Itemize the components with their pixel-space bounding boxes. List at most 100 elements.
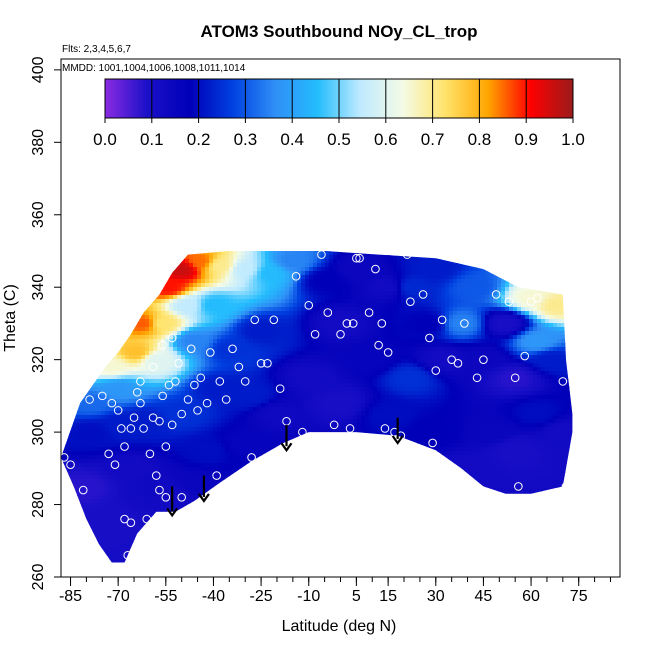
heatmap-cell — [241, 351, 246, 356]
heatmap-cell — [85, 439, 90, 444]
heatmap-cell — [141, 551, 146, 556]
heatmap-cell — [189, 319, 194, 324]
heatmap-cell — [301, 403, 306, 408]
heatmap-cell — [209, 347, 214, 352]
heatmap-cell — [165, 415, 170, 420]
heatmap-cell — [233, 503, 238, 508]
heatmap-cell — [125, 307, 130, 312]
heatmap-cell — [105, 351, 110, 356]
heatmap-cell — [181, 395, 186, 400]
heatmap-cell — [69, 511, 74, 516]
heatmap-cell — [173, 271, 178, 276]
heatmap-cell — [85, 311, 90, 316]
heatmap-cell — [177, 423, 182, 428]
heatmap-cell — [201, 367, 206, 372]
heatmap-cell — [81, 443, 86, 448]
heatmap-cell — [197, 547, 202, 552]
heatmap-cell — [69, 339, 74, 344]
heatmap-cell — [125, 391, 130, 396]
heatmap-cell — [101, 379, 106, 384]
heatmap-cell — [129, 523, 134, 528]
heatmap-cell — [81, 379, 86, 384]
heatmap-cell — [169, 331, 174, 336]
heatmap-cell — [149, 315, 154, 320]
heatmap-cell — [225, 335, 230, 340]
heatmap-cell — [157, 255, 162, 260]
heatmap-cell — [61, 331, 66, 336]
heatmap-cell — [285, 319, 290, 324]
heatmap-cell — [193, 511, 198, 516]
heatmap-cell — [141, 475, 146, 480]
heatmap-cell — [69, 435, 74, 440]
heatmap-cell — [77, 399, 82, 404]
heatmap-cell — [69, 275, 74, 280]
heatmap-cell — [177, 543, 182, 548]
heatmap-cell — [213, 283, 218, 288]
heatmap-cell — [129, 479, 134, 484]
heatmap-cell — [301, 259, 306, 264]
heatmap-cell — [129, 447, 134, 452]
heatmap-cell — [137, 283, 142, 288]
heatmap-cell — [197, 535, 202, 540]
heatmap-cell — [189, 347, 194, 352]
heatmap-cell — [241, 315, 246, 320]
heatmap-cell — [157, 507, 162, 512]
heatmap-cell — [109, 271, 114, 276]
heatmap-cell — [181, 343, 186, 348]
heatmap-cell — [289, 307, 294, 312]
heatmap-cell — [241, 259, 246, 264]
heatmap-cell — [121, 399, 126, 404]
heatmap-cell — [277, 263, 282, 268]
heatmap-cell — [133, 487, 138, 492]
heatmap-cell — [241, 563, 246, 568]
heatmap-cell — [233, 567, 238, 572]
heatmap-cell — [273, 387, 278, 392]
heatmap-cell — [105, 355, 110, 360]
heatmap-cell — [101, 475, 106, 480]
heatmap-cell — [113, 455, 118, 460]
heatmap-cell — [237, 499, 242, 504]
heatmap-cell — [289, 267, 294, 272]
heatmap-cell — [93, 439, 98, 444]
heatmap-cell — [185, 499, 190, 504]
heatmap-cell — [269, 319, 274, 324]
heatmap-cell — [185, 479, 190, 484]
heatmap-cell — [105, 459, 110, 464]
heatmap-cell — [233, 435, 238, 440]
heatmap-cell — [277, 463, 282, 468]
heatmap-cell — [237, 555, 242, 560]
heatmap-cell — [213, 495, 218, 500]
heatmap-cell — [133, 335, 138, 340]
heatmap-cell — [241, 431, 246, 436]
heatmap-cell — [89, 327, 94, 332]
heatmap-cell — [197, 539, 202, 544]
heatmap-cell — [105, 467, 110, 472]
heatmap-cell — [89, 507, 94, 512]
heatmap-cell — [189, 503, 194, 508]
heatmap-cell — [61, 411, 66, 416]
heatmap-cell — [133, 515, 138, 520]
heatmap-cell — [73, 511, 78, 516]
heatmap-cell — [225, 415, 230, 420]
heatmap-cell — [93, 383, 98, 388]
heatmap-cell — [189, 391, 194, 396]
heatmap-cell — [301, 339, 306, 344]
heatmap-cell — [189, 407, 194, 412]
heatmap-cell — [217, 567, 222, 572]
heatmap-cell — [185, 363, 190, 368]
heatmap-cell — [109, 439, 114, 444]
heatmap-cell — [173, 419, 178, 424]
heatmap-cell — [97, 523, 102, 528]
heatmap-cell — [169, 567, 174, 572]
heatmap-cell — [293, 395, 298, 400]
heatmap-cell — [105, 543, 110, 548]
heatmap-cell — [245, 351, 250, 356]
heatmap-cell — [141, 263, 146, 268]
heatmap-cell — [73, 255, 78, 260]
heatmap-cell — [97, 347, 102, 352]
heatmap-cell — [201, 251, 206, 252]
heatmap-cell — [93, 331, 98, 336]
heatmap-cell — [253, 523, 258, 528]
heatmap-cell — [173, 347, 178, 352]
heatmap-cell — [181, 411, 186, 416]
